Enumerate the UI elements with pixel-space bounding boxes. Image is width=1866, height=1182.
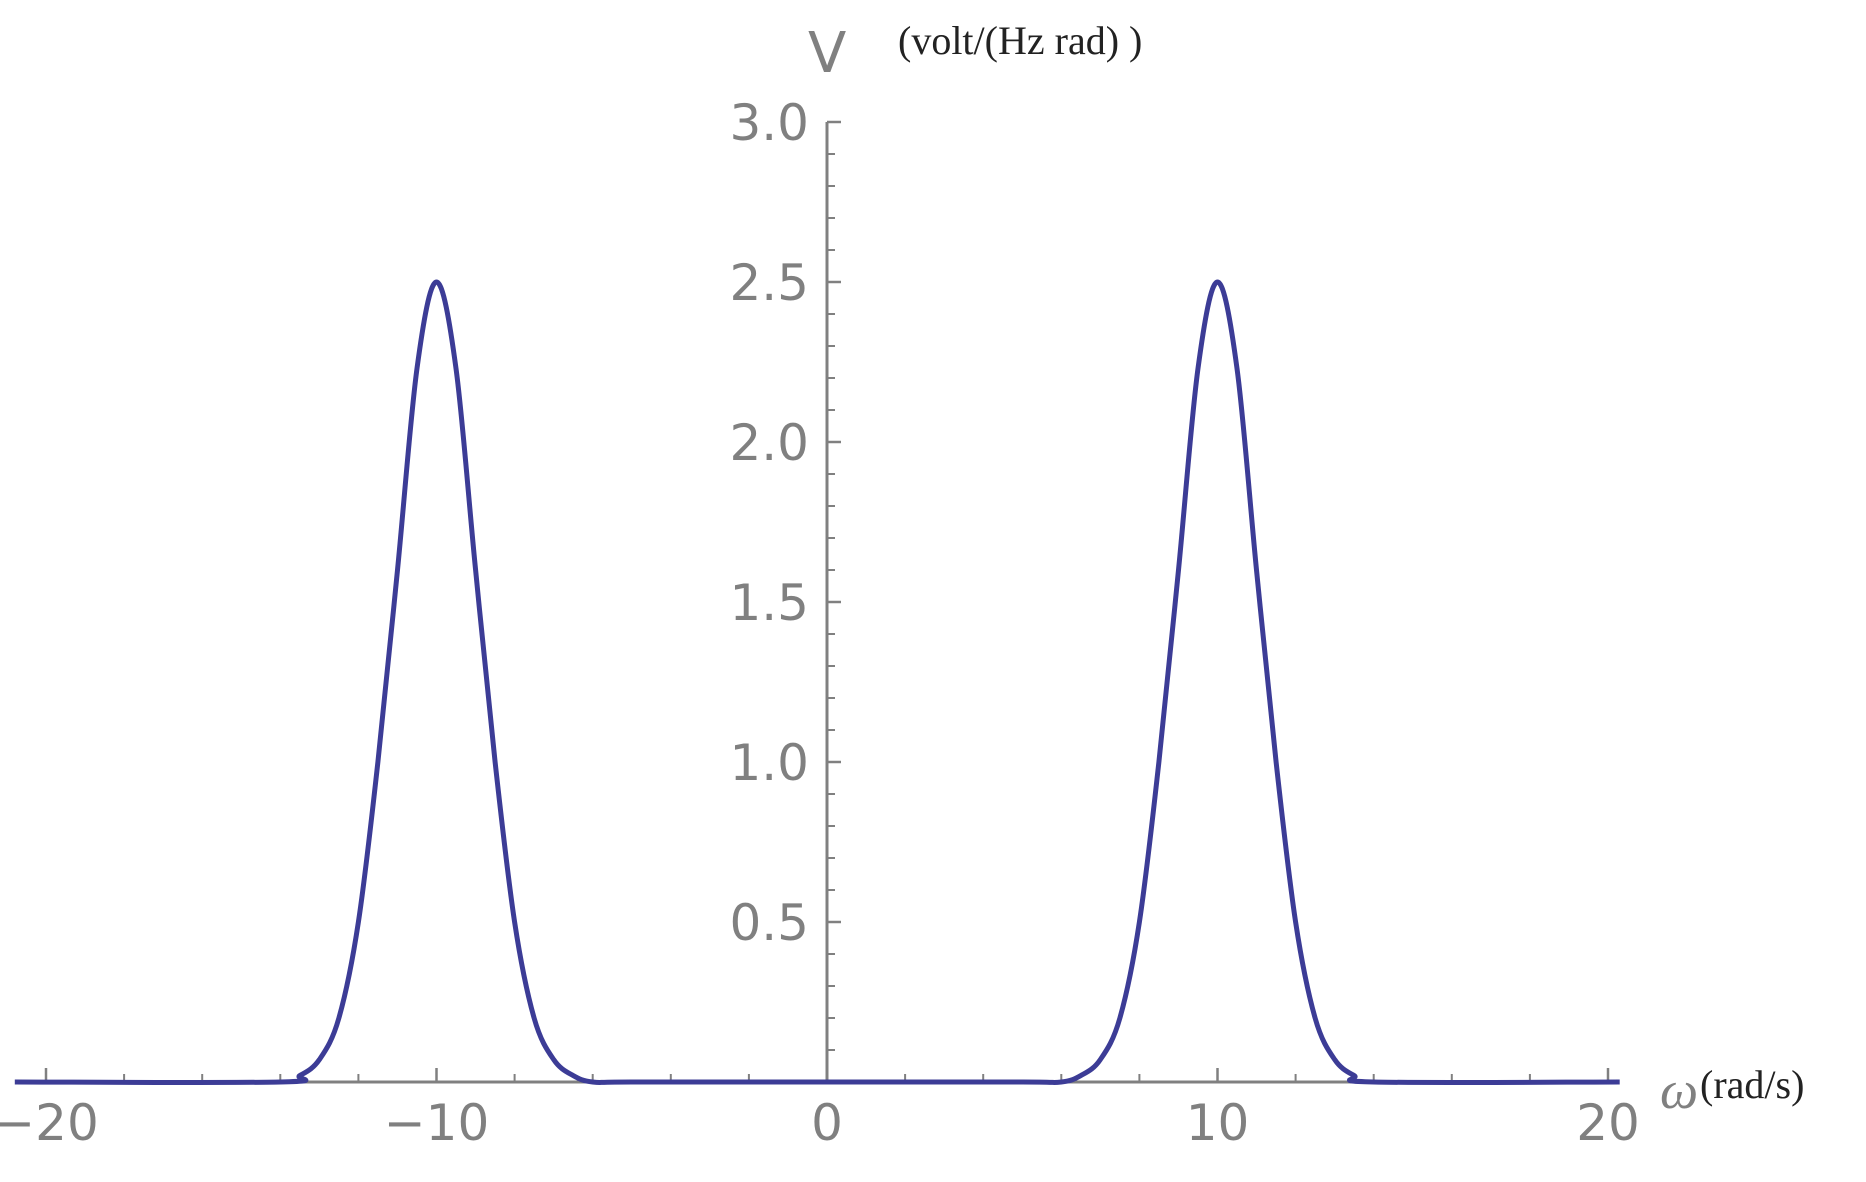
- x-axis-symbol: ω: [1660, 1060, 1698, 1120]
- x-tick-label: −20: [0, 1094, 99, 1152]
- x-tick-label: −10: [384, 1094, 490, 1152]
- x-tick-label: 0: [811, 1094, 843, 1152]
- x-axis-unit: (rad/s): [1700, 1062, 1804, 1107]
- y-axis-symbol: V: [808, 21, 846, 86]
- y-tick-label: 1.5: [729, 574, 809, 632]
- x-tick-label: 20: [1576, 1094, 1640, 1152]
- y-axis-unit: (volt/(Hz rad) ): [898, 18, 1142, 63]
- series-line: [14, 279, 1620, 1085]
- x-tick-labels: −20 −10 0 10 20: [0, 1094, 1640, 1152]
- y-tick-label: 3.0: [729, 94, 809, 152]
- y-tick-labels: 0.5 1.0 1.5 2.0 2.5 3.0: [729, 94, 809, 952]
- y-tick-label: 2.5: [729, 254, 809, 312]
- y-tick-label: 0.5: [729, 894, 809, 952]
- major-ticks: [44, 120, 1610, 1082]
- series-layer: [14, 279, 1620, 1085]
- y-tick-label: 2.0: [729, 414, 809, 472]
- y-tick-label: 1.0: [729, 734, 809, 792]
- x-tick-label: 10: [1186, 1094, 1250, 1152]
